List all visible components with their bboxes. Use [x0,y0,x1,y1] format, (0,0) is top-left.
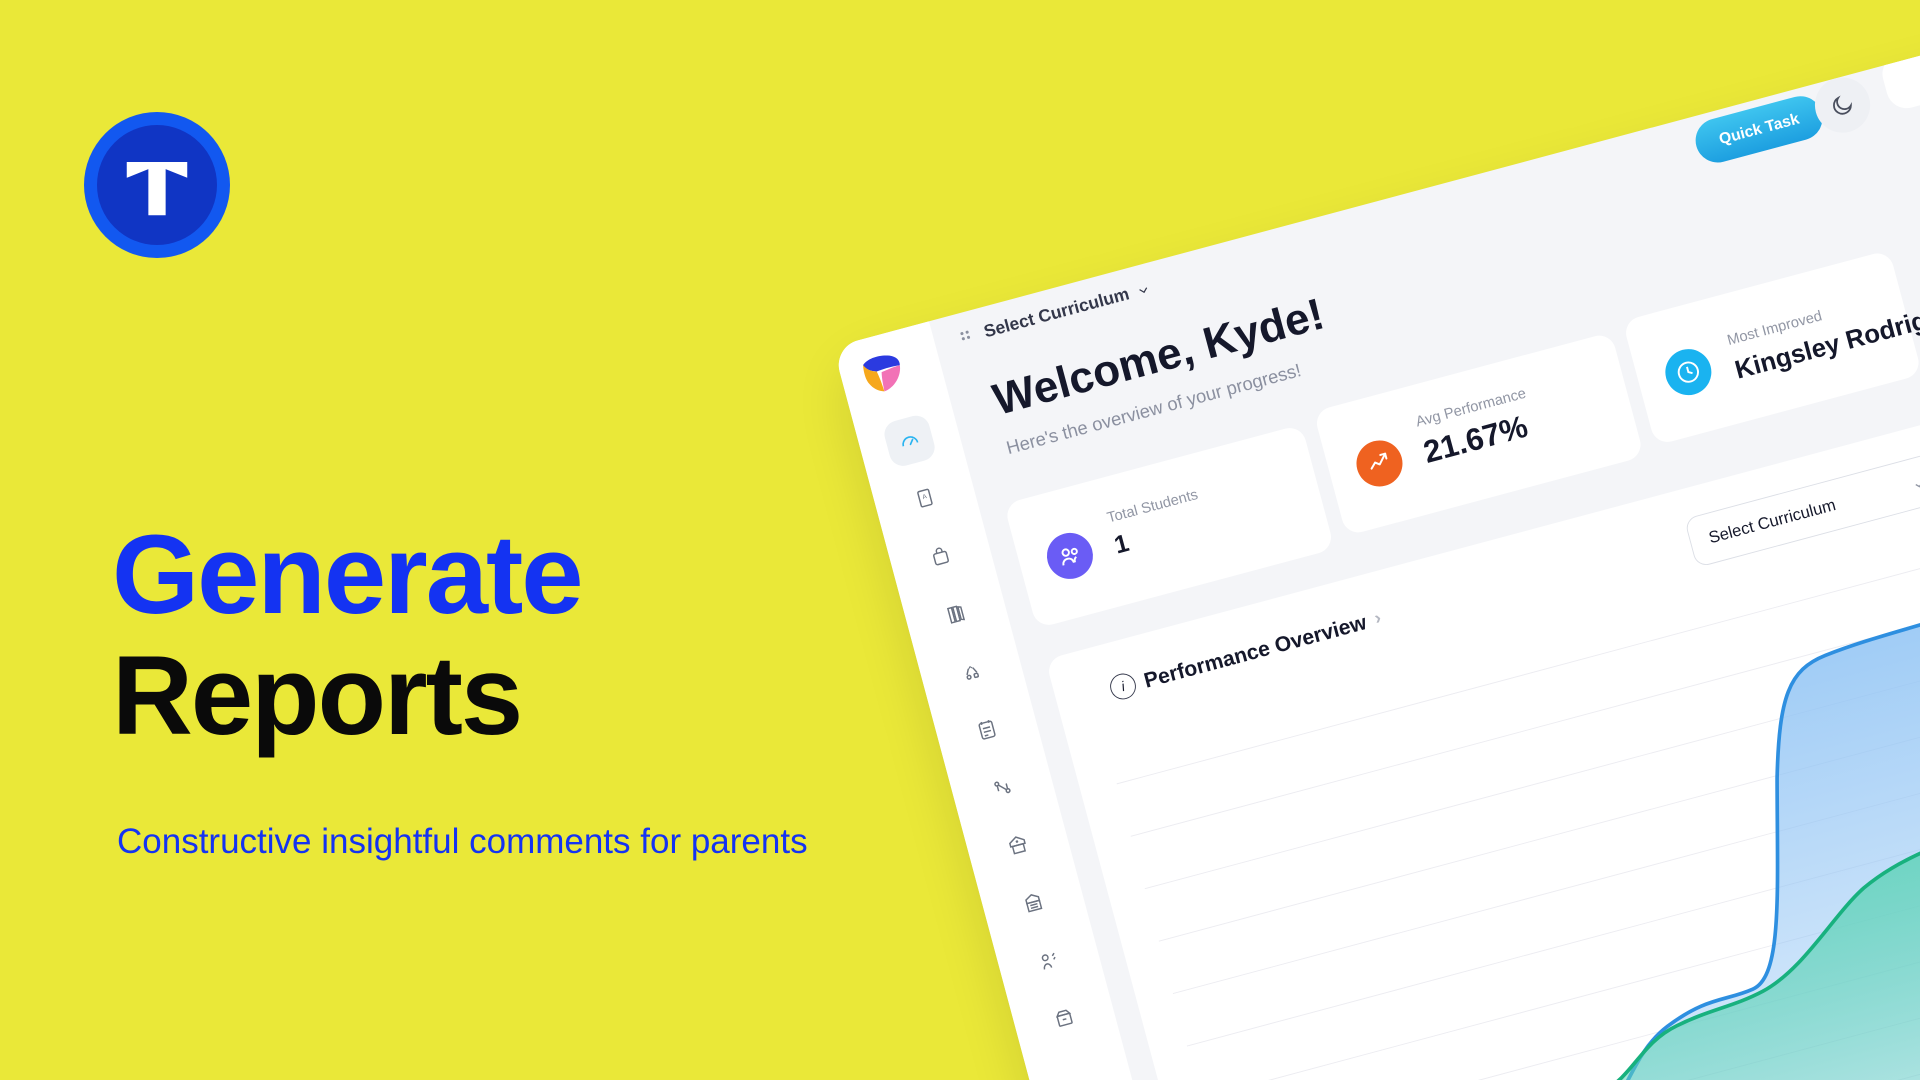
svg-text:A: A [922,493,929,501]
